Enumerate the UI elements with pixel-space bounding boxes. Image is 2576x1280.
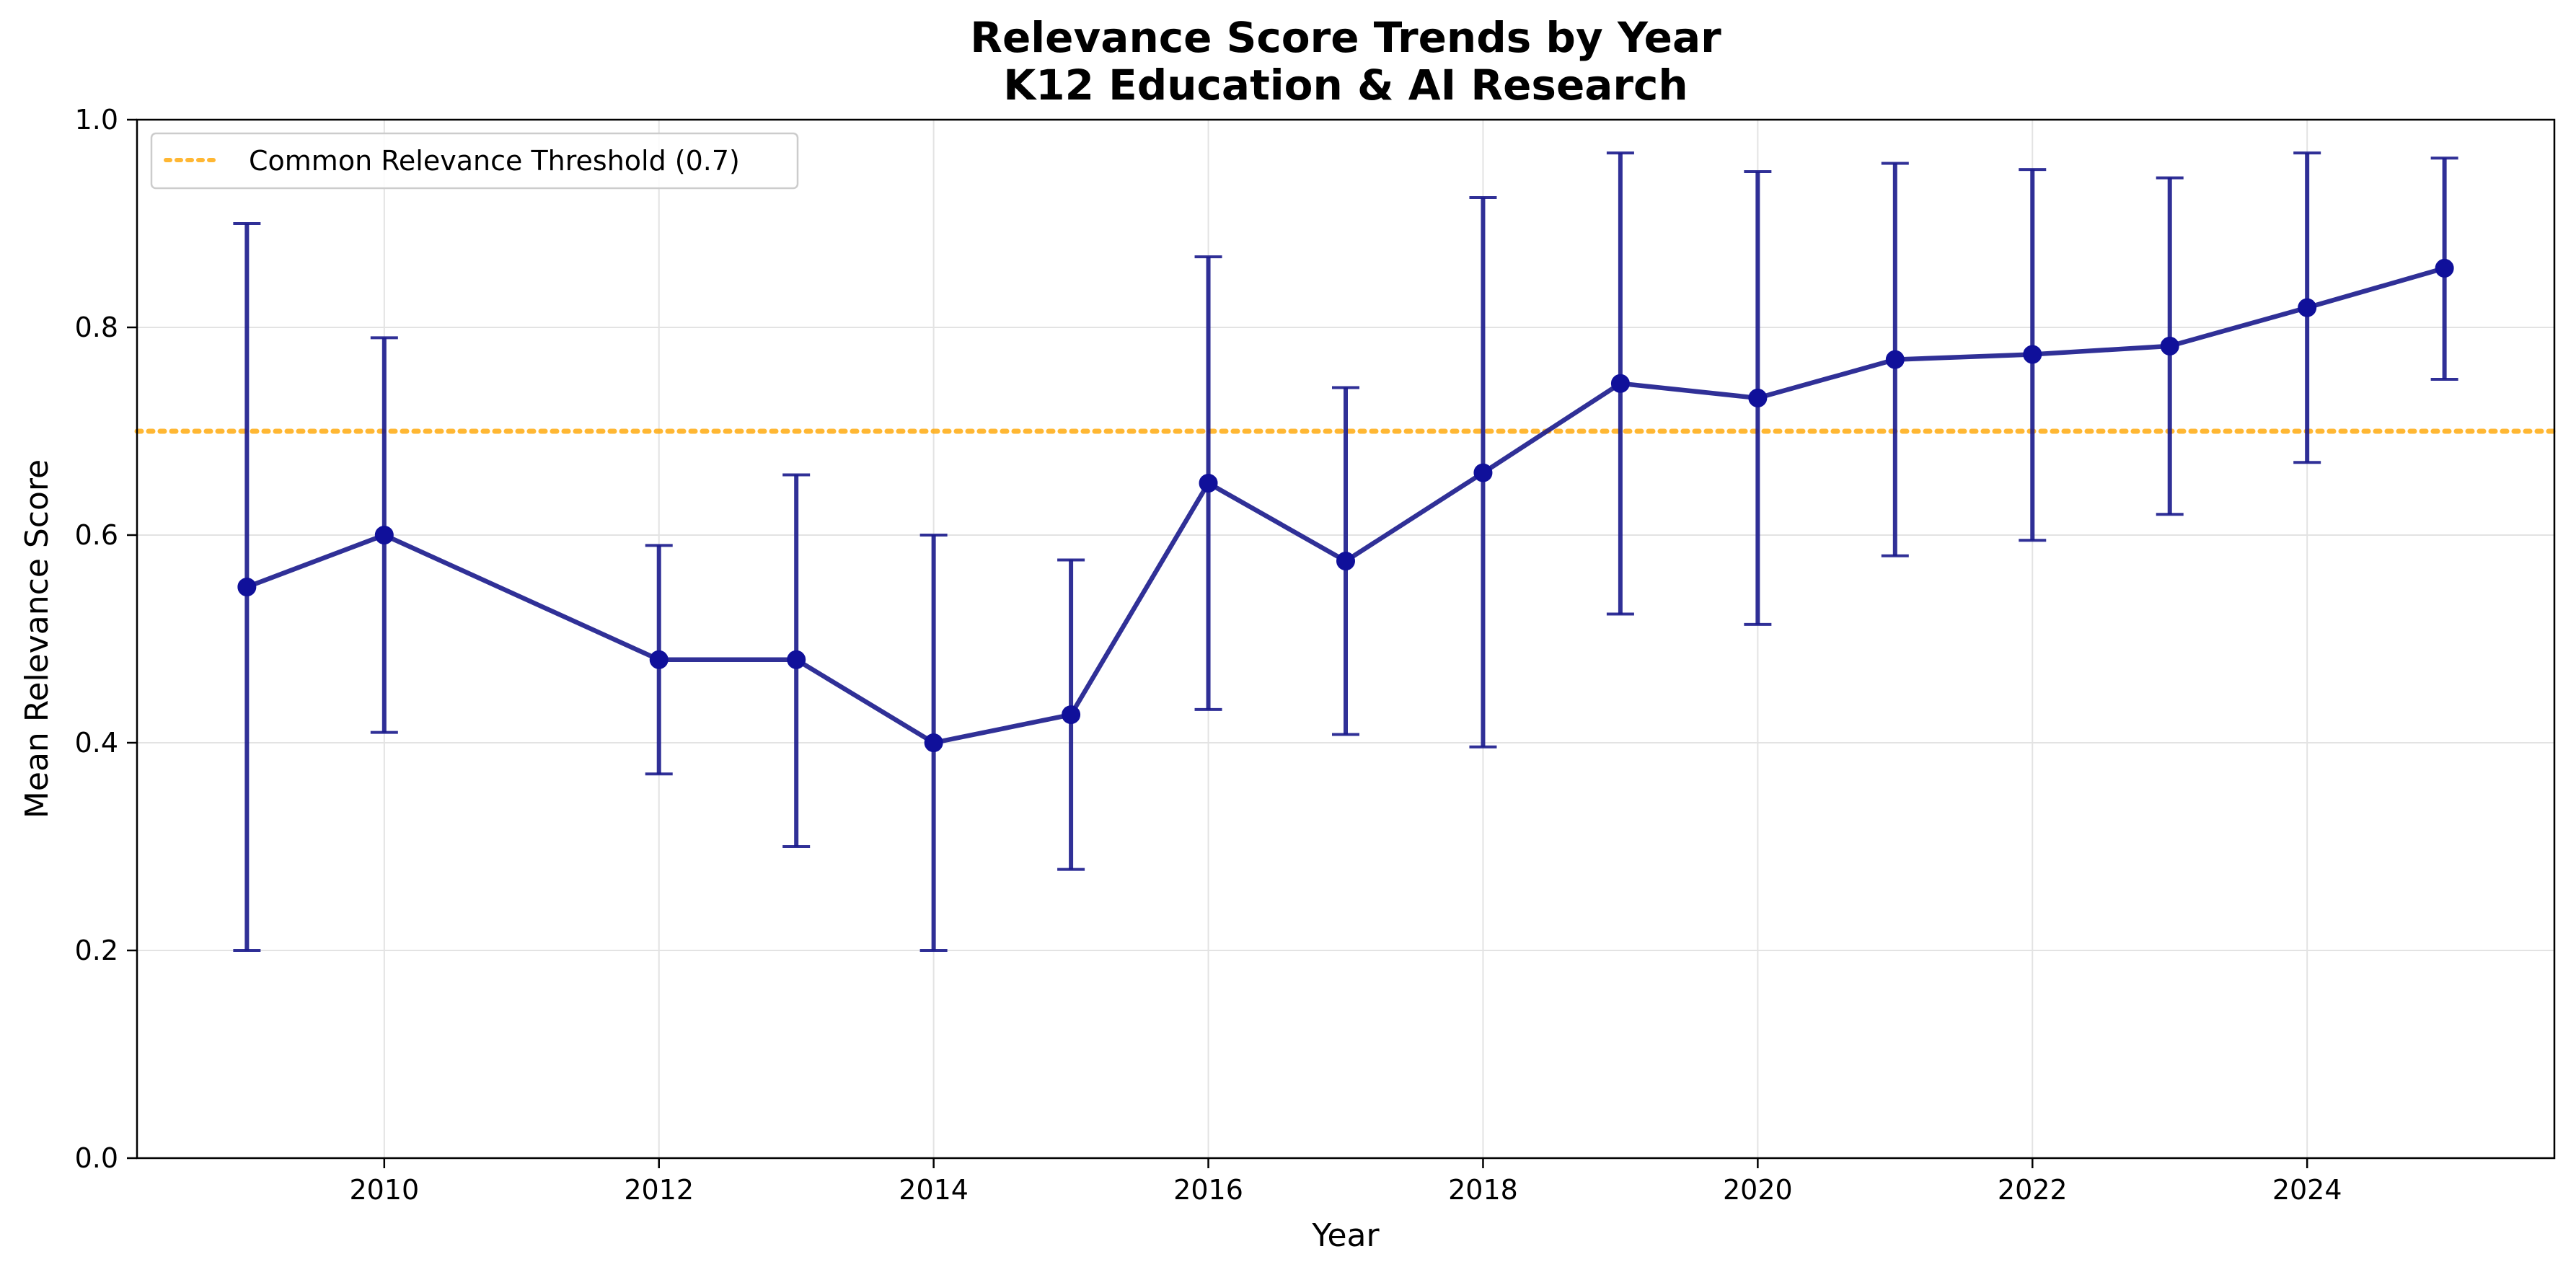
legend-threshold-label: Common Relevance Threshold (0.7)	[249, 145, 740, 177]
y-tick-label: 0.8	[75, 312, 118, 343]
data-point	[2298, 298, 2317, 317]
series-group	[233, 151, 2458, 952]
data-point	[2160, 336, 2179, 356]
data-point	[1199, 474, 1218, 493]
x-axis-label: Year	[1311, 1217, 1380, 1254]
data-point	[1473, 463, 1493, 482]
data-point	[1610, 374, 1630, 393]
x-tick-label: 2012	[624, 1174, 694, 1206]
y-tick-label: 0.4	[75, 727, 118, 759]
x-tick-label: 2010	[349, 1174, 419, 1206]
x-tick-label: 2016	[1173, 1174, 1243, 1206]
data-point	[1062, 705, 1081, 725]
legend: Common Relevance Threshold (0.7)	[150, 132, 799, 190]
data-point	[2435, 258, 2454, 278]
y-axis-label: Mean Relevance Score	[19, 459, 56, 818]
data-point	[2023, 345, 2042, 364]
y-tick-label: 0.2	[75, 935, 118, 966]
x-tick-label: 2020	[1723, 1174, 1793, 1206]
x-tick-label: 2014	[899, 1174, 969, 1206]
data-point	[787, 650, 806, 669]
data-point	[374, 526, 394, 544]
x-tick-label: 2022	[1998, 1174, 2068, 1206]
x-tick-label: 2024	[2272, 1174, 2342, 1206]
y-tick-label: 1.0	[75, 104, 118, 136]
x-tick-label: 2018	[1448, 1174, 1518, 1206]
axis-ticks: 2010 2012 2014 2016 2018 2020 2022 2024 0.0 0.2 0.…	[75, 104, 2342, 1206]
chart-subtitle: K12 Education & AI Research	[1003, 61, 1688, 110]
data-point	[237, 578, 257, 596]
data-point	[1748, 388, 1768, 407]
data-point	[1336, 552, 1355, 570]
data-point	[924, 733, 943, 752]
series-line	[246, 265, 2445, 746]
y-tick-label: 0.6	[75, 519, 118, 551]
plot-frame	[136, 118, 2556, 1160]
legend-box	[150, 132, 799, 190]
y-tick-label: 0.0	[75, 1142, 118, 1174]
chart-title: Relevance Score Trends by Year	[970, 13, 1721, 62]
data-point	[649, 650, 669, 669]
data-point	[1885, 350, 1905, 369]
